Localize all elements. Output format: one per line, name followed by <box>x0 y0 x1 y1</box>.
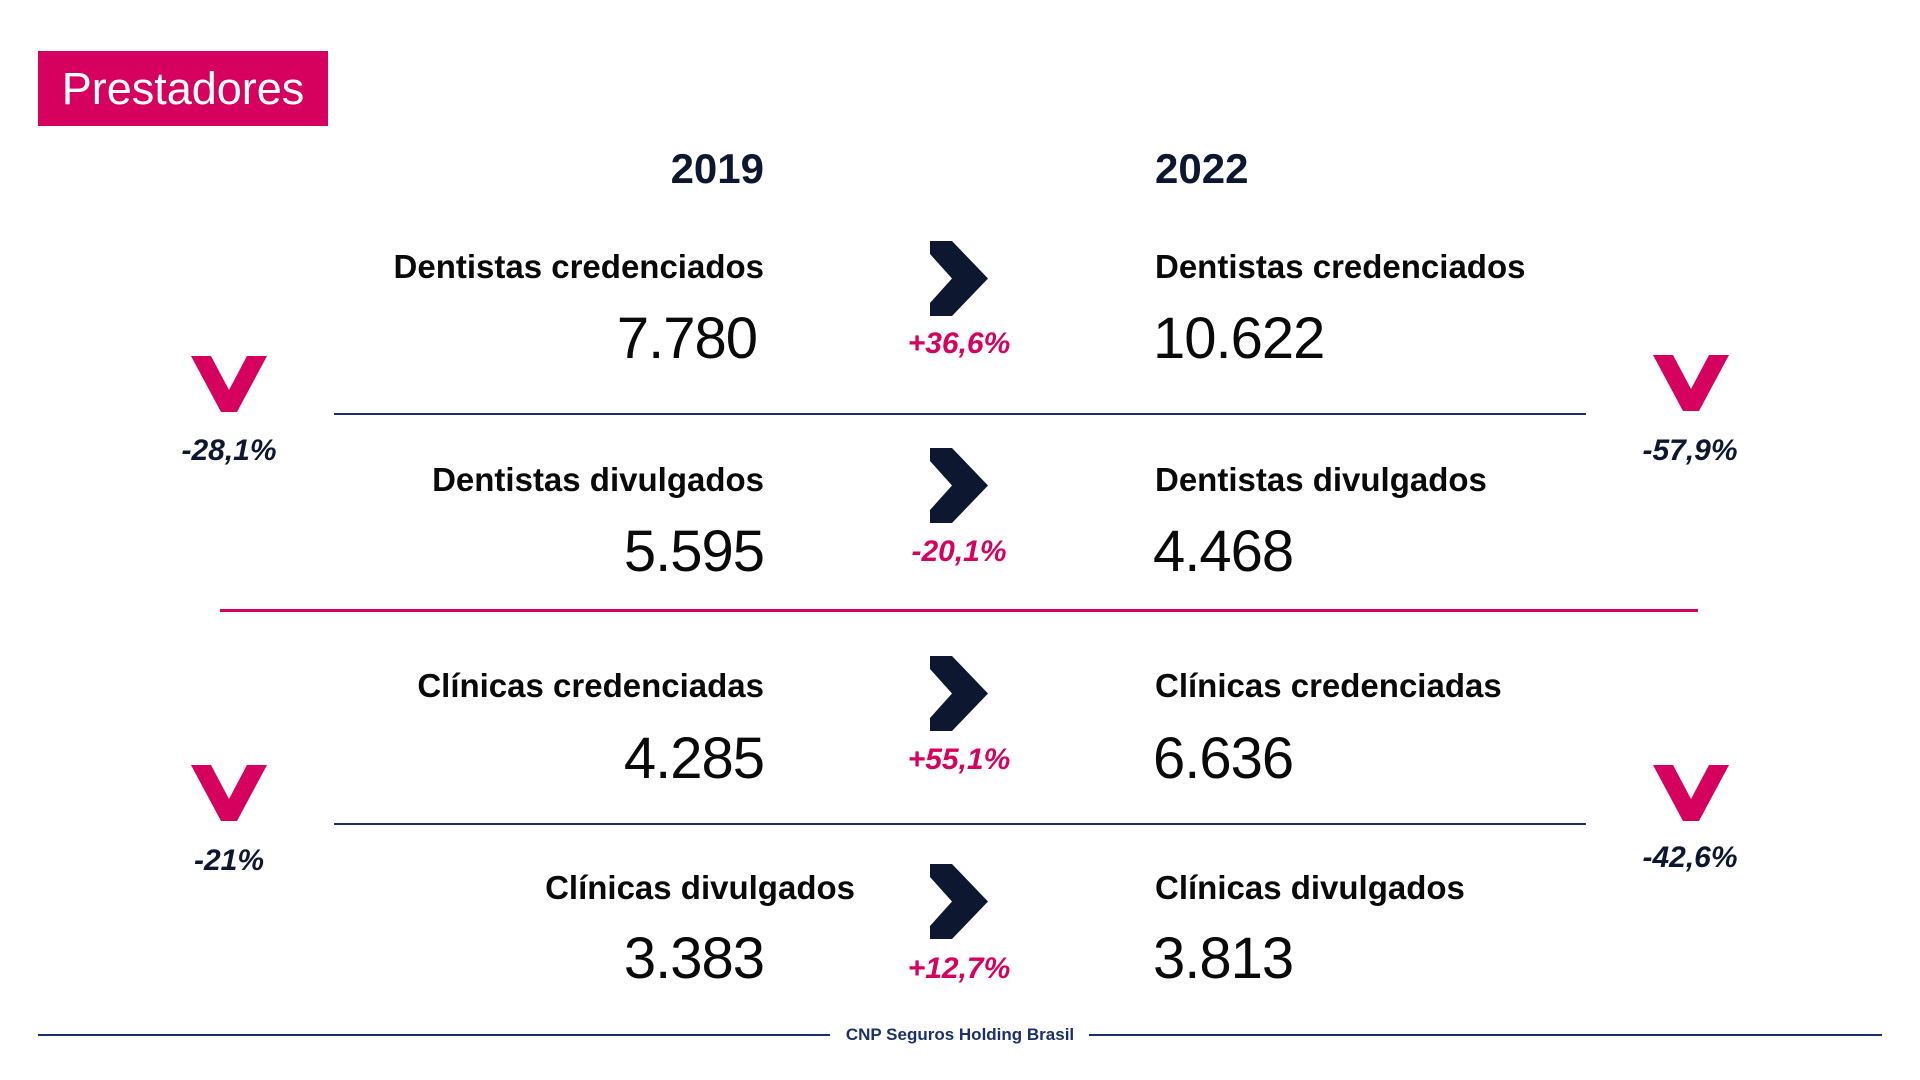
row-divider <box>334 413 1586 415</box>
change-percent: +12,7% <box>907 952 1011 985</box>
chevron-down-icon <box>191 765 267 821</box>
chevron-down-icon <box>191 356 267 412</box>
change-percent: +55,1% <box>907 743 1011 776</box>
row-value-2019: 5.595 <box>623 519 765 584</box>
row-value-2022: 3.813 <box>1153 926 1294 991</box>
page-title: Prestadores <box>38 51 328 126</box>
row-value-2022: 4.468 <box>1153 519 1294 584</box>
year-2022-header: 2022 <box>1155 145 1249 192</box>
footer-company: CNP Seguros Holding Brasil <box>845 1025 1075 1044</box>
footer-line-left <box>38 1034 830 1036</box>
row-divider <box>334 823 1586 825</box>
side-change-percent: -21% <box>193 844 265 877</box>
chevron-right-icon <box>930 656 988 731</box>
chevron-down-icon <box>1653 355 1729 411</box>
change-percent: +36,6% <box>907 327 1011 360</box>
row-label-2022: Dentistas credenciados <box>1155 248 1526 285</box>
chevron-down-icon <box>1653 765 1729 821</box>
chevron-right-icon <box>930 864 988 939</box>
row-label-2019: Dentistas credenciados <box>393 248 764 285</box>
side-change-percent: -42,6% <box>1642 841 1738 874</box>
footer-line-right <box>1089 1034 1882 1036</box>
row-value-2022: 6.636 <box>1153 726 1294 791</box>
row-label-2022: Dentistas divulgados <box>1155 461 1487 498</box>
year-2019-header: 2019 <box>670 145 764 192</box>
side-change-percent: -57,9% <box>1642 434 1738 467</box>
section-divider <box>220 609 1698 612</box>
row-label-2019: Clínicas divulgados <box>545 869 855 906</box>
row-label-2022: Clínicas credenciadas <box>1155 667 1502 704</box>
row-label-2022: Clínicas divulgados <box>1155 869 1465 906</box>
row-value-2019: 4.285 <box>623 726 765 791</box>
row-value-2019: 7.780 <box>616 306 758 371</box>
row-value-2022: 10.622 <box>1153 306 1325 371</box>
chevron-right-icon <box>930 448 988 523</box>
row-label-2019: Dentistas divulgados <box>432 461 764 498</box>
row-value-2019: 3.383 <box>623 926 765 991</box>
row-label-2019: Clínicas credenciadas <box>417 667 764 704</box>
side-change-percent: -28,1% <box>181 434 277 467</box>
chevron-right-icon <box>930 241 988 316</box>
change-percent: -20,1% <box>911 535 1007 568</box>
